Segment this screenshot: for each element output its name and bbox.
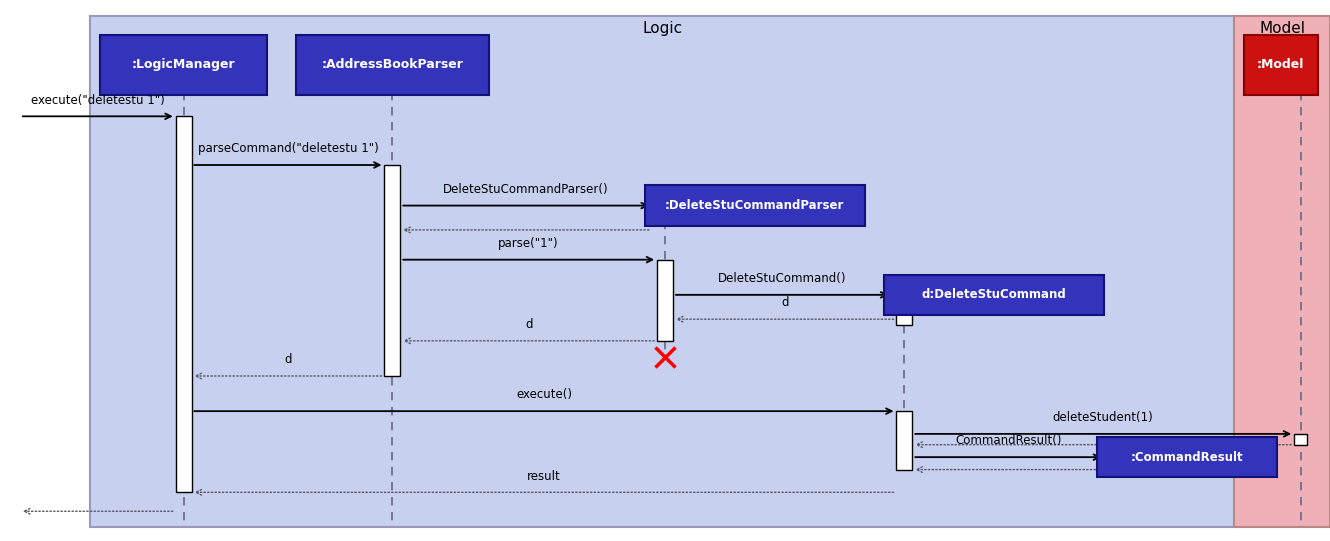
Text: :LogicManager: :LogicManager	[132, 58, 235, 71]
FancyBboxPatch shape	[1244, 35, 1318, 95]
FancyBboxPatch shape	[645, 185, 864, 226]
Text: d: d	[781, 296, 789, 309]
Bar	[1294, 434, 1307, 445]
Text: :AddressBookParser: :AddressBookParser	[322, 58, 463, 71]
Text: d:DeleteStuCommand: d:DeleteStuCommand	[922, 288, 1067, 301]
Text: :Model: :Model	[1257, 58, 1305, 71]
FancyBboxPatch shape	[884, 275, 1104, 315]
FancyBboxPatch shape	[1097, 437, 1277, 478]
Bar	[384, 165, 400, 376]
Text: parseCommand("deletestu 1"): parseCommand("deletestu 1")	[198, 142, 378, 155]
Text: :DeleteStuCommandParser: :DeleteStuCommandParser	[665, 199, 845, 212]
FancyBboxPatch shape	[295, 35, 489, 95]
Text: parse("1"): parse("1")	[499, 237, 559, 250]
Bar	[896, 295, 912, 325]
FancyBboxPatch shape	[101, 35, 267, 95]
Text: deleteStudent(1): deleteStudent(1)	[1053, 411, 1153, 424]
Text: Logic: Logic	[642, 21, 682, 36]
Bar	[90, 16, 1234, 527]
Bar	[657, 260, 673, 341]
Bar	[176, 116, 192, 492]
Text: d: d	[285, 353, 291, 366]
Bar	[1234, 16, 1330, 527]
Bar	[896, 411, 912, 470]
Text: d: d	[525, 318, 532, 331]
Text: CommandResult(): CommandResult()	[955, 434, 1061, 447]
Text: DeleteStuCommand(): DeleteStuCommand()	[718, 272, 846, 285]
Text: :CommandResult: :CommandResult	[1130, 451, 1244, 464]
Text: Model: Model	[1260, 21, 1305, 36]
Text: execute(): execute()	[516, 388, 572, 401]
Text: result: result	[527, 470, 561, 483]
Text: DeleteStuCommandParser(): DeleteStuCommandParser()	[443, 183, 609, 196]
Bar	[1111, 457, 1124, 470]
Text: execute("deletestu 1"): execute("deletestu 1")	[31, 94, 165, 107]
